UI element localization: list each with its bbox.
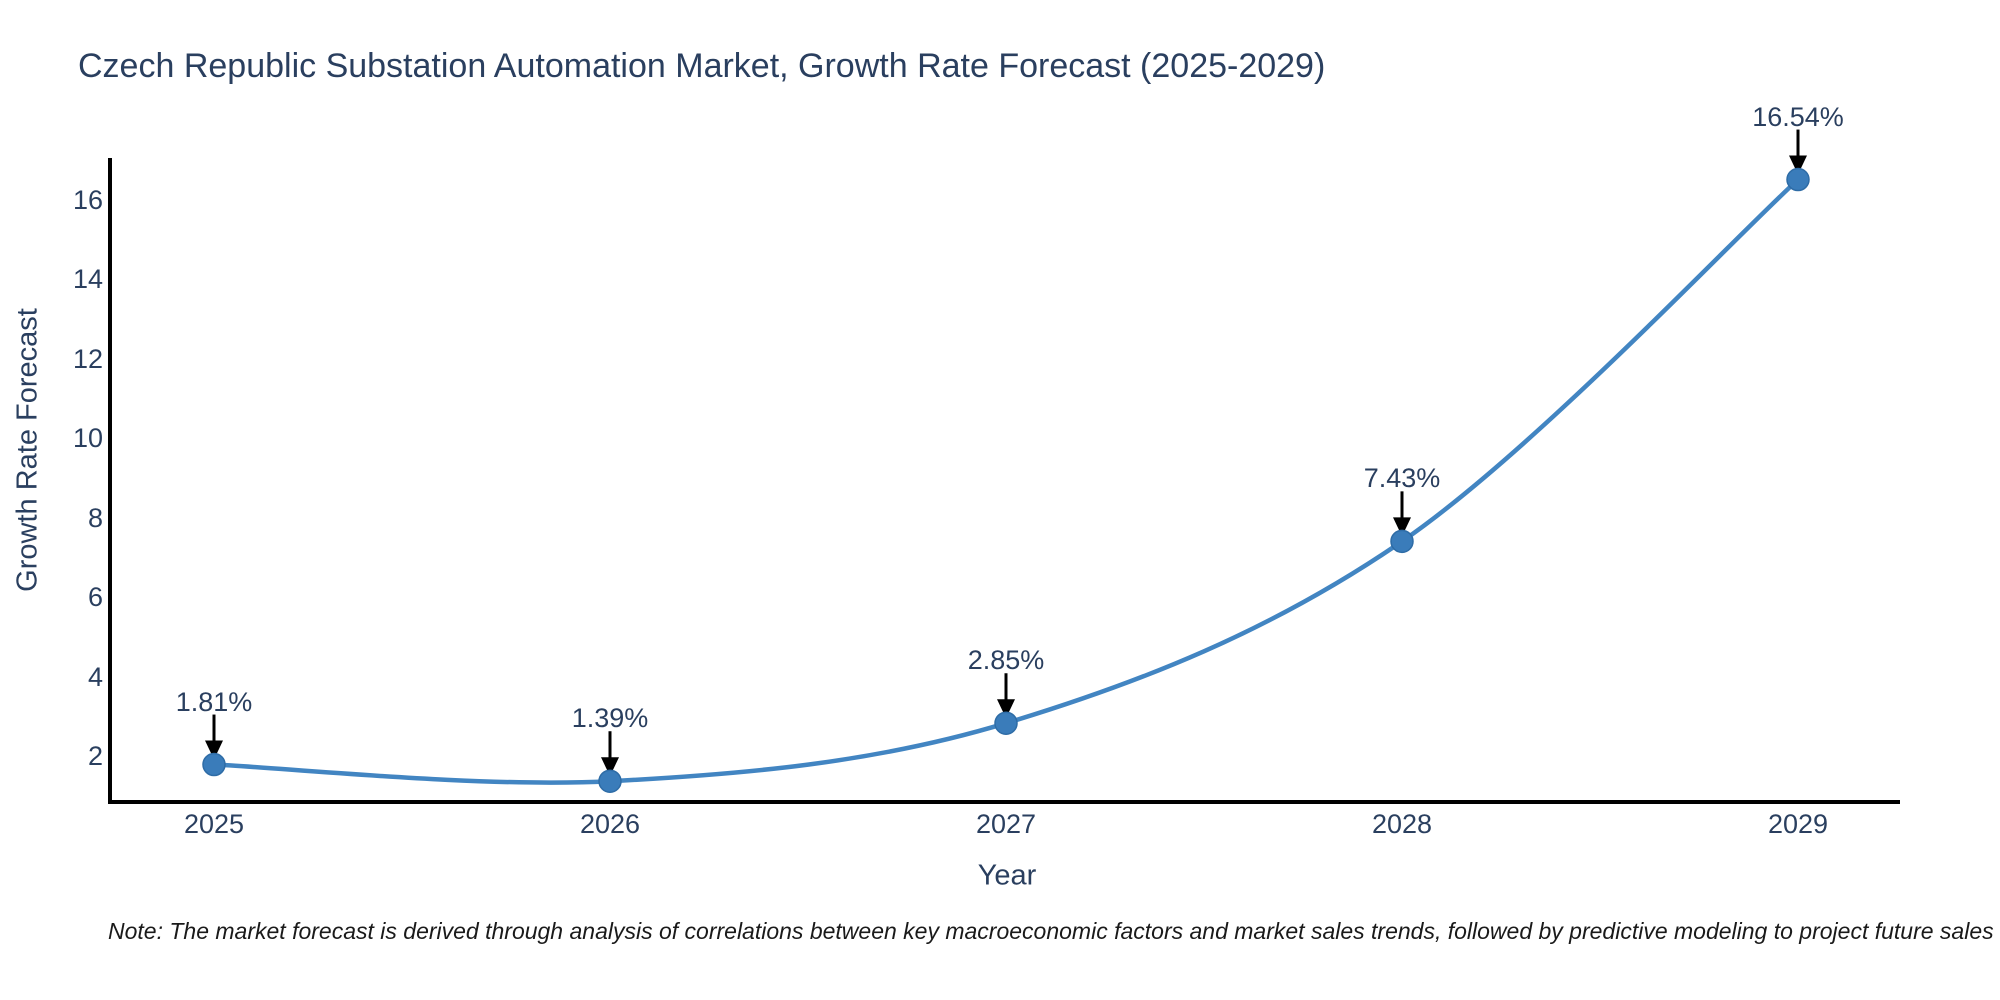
y-tick-label: 12 xyxy=(72,343,103,374)
y-tick-label: 8 xyxy=(87,502,103,533)
annotation-arrowhead-icon xyxy=(205,740,223,760)
x-axis-title: Year xyxy=(977,859,1037,892)
point-label: 16.54% xyxy=(1752,101,1844,132)
point-label: 1.81% xyxy=(175,686,253,717)
annotation-arrowhead-icon xyxy=(1789,155,1807,175)
y-tick-label: 14 xyxy=(72,264,103,295)
x-tick-label: 2029 xyxy=(1767,809,1829,839)
y-tick-label: 10 xyxy=(72,423,103,454)
y-tick-label: 2 xyxy=(87,741,103,771)
data-point-marker xyxy=(1390,529,1414,554)
x-tick-label: 2026 xyxy=(579,809,641,839)
data-point-marker xyxy=(598,769,622,793)
point-label: 7.43% xyxy=(1363,463,1441,494)
forecast-line xyxy=(211,177,1801,785)
point-label: 2.85% xyxy=(967,645,1045,676)
x-tick-label: 2025 xyxy=(183,809,245,839)
annotation-arrowhead-icon xyxy=(601,757,619,777)
y-tick-label: 6 xyxy=(87,582,103,613)
annotation-arrowhead-icon xyxy=(1393,517,1411,537)
chart-title: Czech Republic Substation Automation Mar… xyxy=(78,47,1326,85)
annotation-arrowhead-icon xyxy=(997,699,1015,719)
data-point-marker xyxy=(1786,167,1810,192)
data-point-marker xyxy=(994,711,1018,735)
y-tick-label: 16 xyxy=(72,185,103,215)
y-tick-label: 4 xyxy=(87,661,103,692)
data-point-marker xyxy=(202,752,226,777)
point-label: 1.39% xyxy=(571,703,649,734)
x-tick-label: 2028 xyxy=(1371,809,1433,839)
footnote: Note: The market forecast is derived thr… xyxy=(108,918,1994,944)
x-tick-label: 2027 xyxy=(975,809,1037,839)
